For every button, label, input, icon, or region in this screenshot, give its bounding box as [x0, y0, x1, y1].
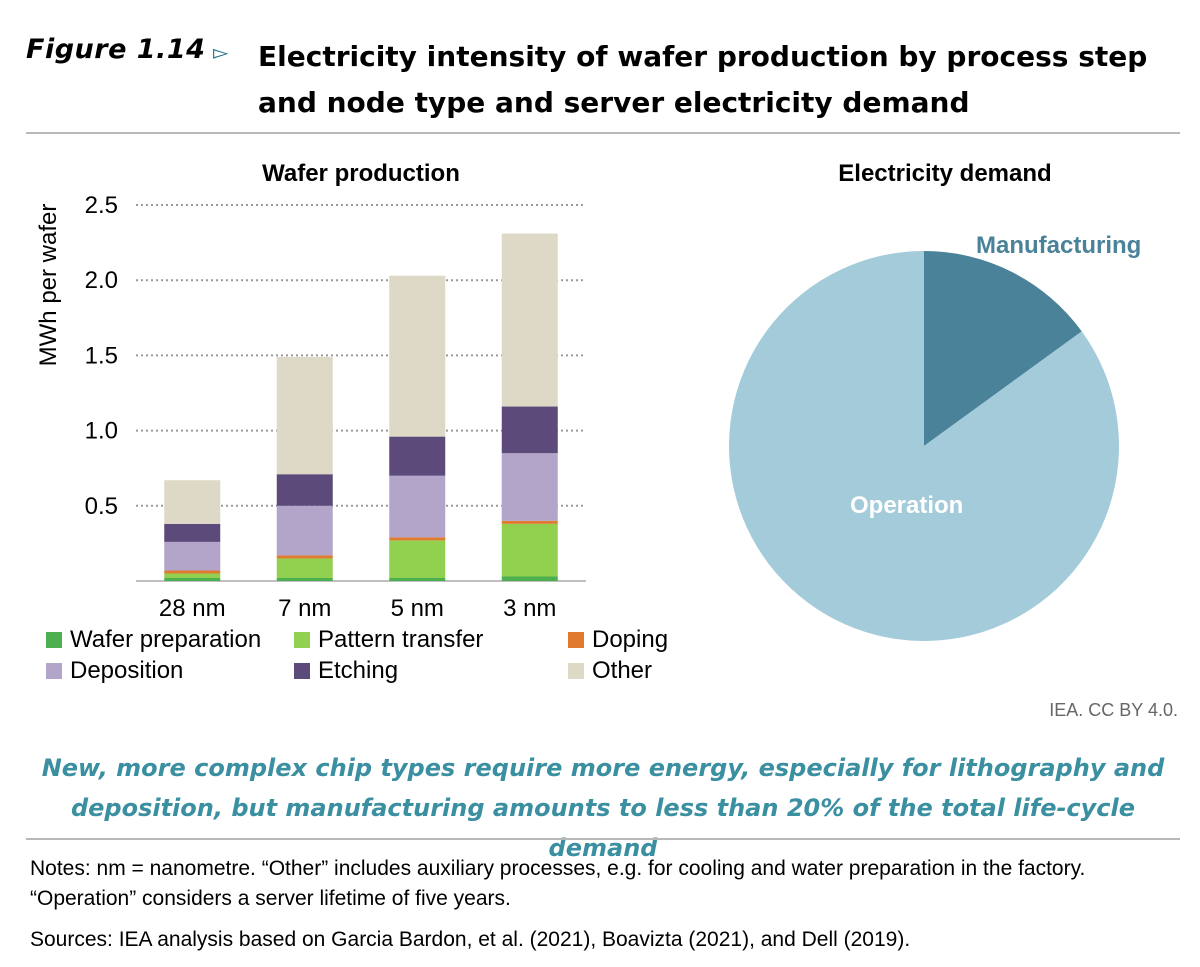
legend-swatch [568, 663, 584, 679]
legend-swatch [46, 663, 62, 679]
bar-segment-pattern-transfer [389, 540, 446, 578]
bar-segment-other [164, 480, 221, 524]
pie-slice-operation [729, 251, 1119, 641]
bar-segment-other [501, 233, 558, 407]
bar-segment-other [389, 275, 446, 437]
bar-segment-deposition [501, 453, 558, 521]
bar-segment-doping [276, 555, 333, 559]
bar-segment-deposition [276, 505, 333, 556]
y-tick-label: 1.5 [85, 342, 118, 369]
bar-segment-wafer-preparation [164, 577, 221, 581]
bar-segment-doping [501, 520, 558, 524]
y-tick-label: 2.0 [85, 267, 118, 294]
legend-label: Other [592, 657, 653, 684]
bar-chart-bars [164, 233, 558, 581]
bar-segment-doping [389, 537, 446, 541]
legend-swatch [46, 632, 62, 648]
x-tick-label: 28 nm [159, 595, 226, 622]
pie-slice-manufacturing [924, 251, 1082, 446]
legend-item: Deposition [46, 657, 183, 685]
pie-chart [729, 251, 1119, 641]
top-divider [26, 132, 1180, 134]
pie-panel-title: Electricity demand [838, 160, 1052, 187]
caption: New, more complex chip types require mor… [41, 754, 1165, 862]
caption-divider [26, 838, 1180, 840]
bar-segment-etching [389, 436, 446, 476]
y-axis-label: MWh per wafer [35, 204, 62, 367]
bar-segment-other [276, 356, 333, 475]
legend-label: Deposition [70, 657, 184, 684]
x-tick-label: 7 nm [278, 595, 331, 622]
sources: Sources: IEA analysis based on Garcia Ba… [30, 928, 911, 951]
bar-segment-pattern-transfer [501, 523, 558, 577]
legend-label: Pattern transfer [318, 626, 484, 653]
legend-swatch [568, 632, 584, 648]
legend-swatch [294, 663, 310, 679]
bar-segment-etching [276, 474, 333, 506]
bar-segment-deposition [389, 475, 446, 538]
legend-item: Doping [568, 626, 668, 654]
x-tick-label: 5 nm [391, 595, 444, 622]
legend-item: Wafer preparation [46, 626, 261, 654]
bar-panel-title: Wafer production [262, 160, 460, 187]
bar-segment-wafer-preparation [389, 577, 446, 581]
figure-title: Electricity intensity of wafer productio… [258, 40, 1148, 119]
y-tick-label: 0.5 [85, 493, 118, 520]
bar-chart-x-ticks: 28 nm 7 nm 5 nm 3 nm [159, 595, 557, 622]
legend-label: Doping [592, 626, 669, 653]
y-tick-label: 2.5 [85, 192, 118, 219]
bar-segment-deposition [164, 541, 221, 571]
credit-text: IEA. CC BY 4.0. [1049, 700, 1178, 720]
legend-swatch [294, 632, 310, 648]
bar-segment-pattern-transfer [164, 573, 221, 578]
legend-item: Etching [294, 657, 398, 685]
pie-label-manufacturing: Manufacturing [976, 232, 1142, 259]
bar-segment-etching [164, 523, 221, 542]
pie-label-operation: Operation [850, 492, 964, 519]
figure-arrow-icon: ▻ [213, 42, 229, 64]
legend-label: Etching [318, 657, 399, 684]
y-tick-label: 1.0 [85, 418, 118, 445]
bar-segment-pattern-transfer [276, 558, 333, 578]
legend-label: Wafer preparation [70, 626, 262, 653]
figure-label: Figure 1.14 [26, 34, 206, 65]
bar-chart-y-ticks: 0.5 1.0 1.5 2.0 2.5 [85, 192, 118, 520]
bar-segment-wafer-preparation [501, 576, 558, 581]
x-tick-label: 3 nm [503, 595, 556, 622]
legend-item: Pattern transfer [294, 626, 483, 654]
bar-segment-wafer-preparation [276, 577, 333, 581]
notes: Notes: nm = nanometre. “Other” includes … [30, 857, 1086, 910]
bar-segment-doping [164, 570, 221, 574]
legend-item: Other [568, 657, 652, 685]
bar-segment-etching [501, 406, 558, 454]
